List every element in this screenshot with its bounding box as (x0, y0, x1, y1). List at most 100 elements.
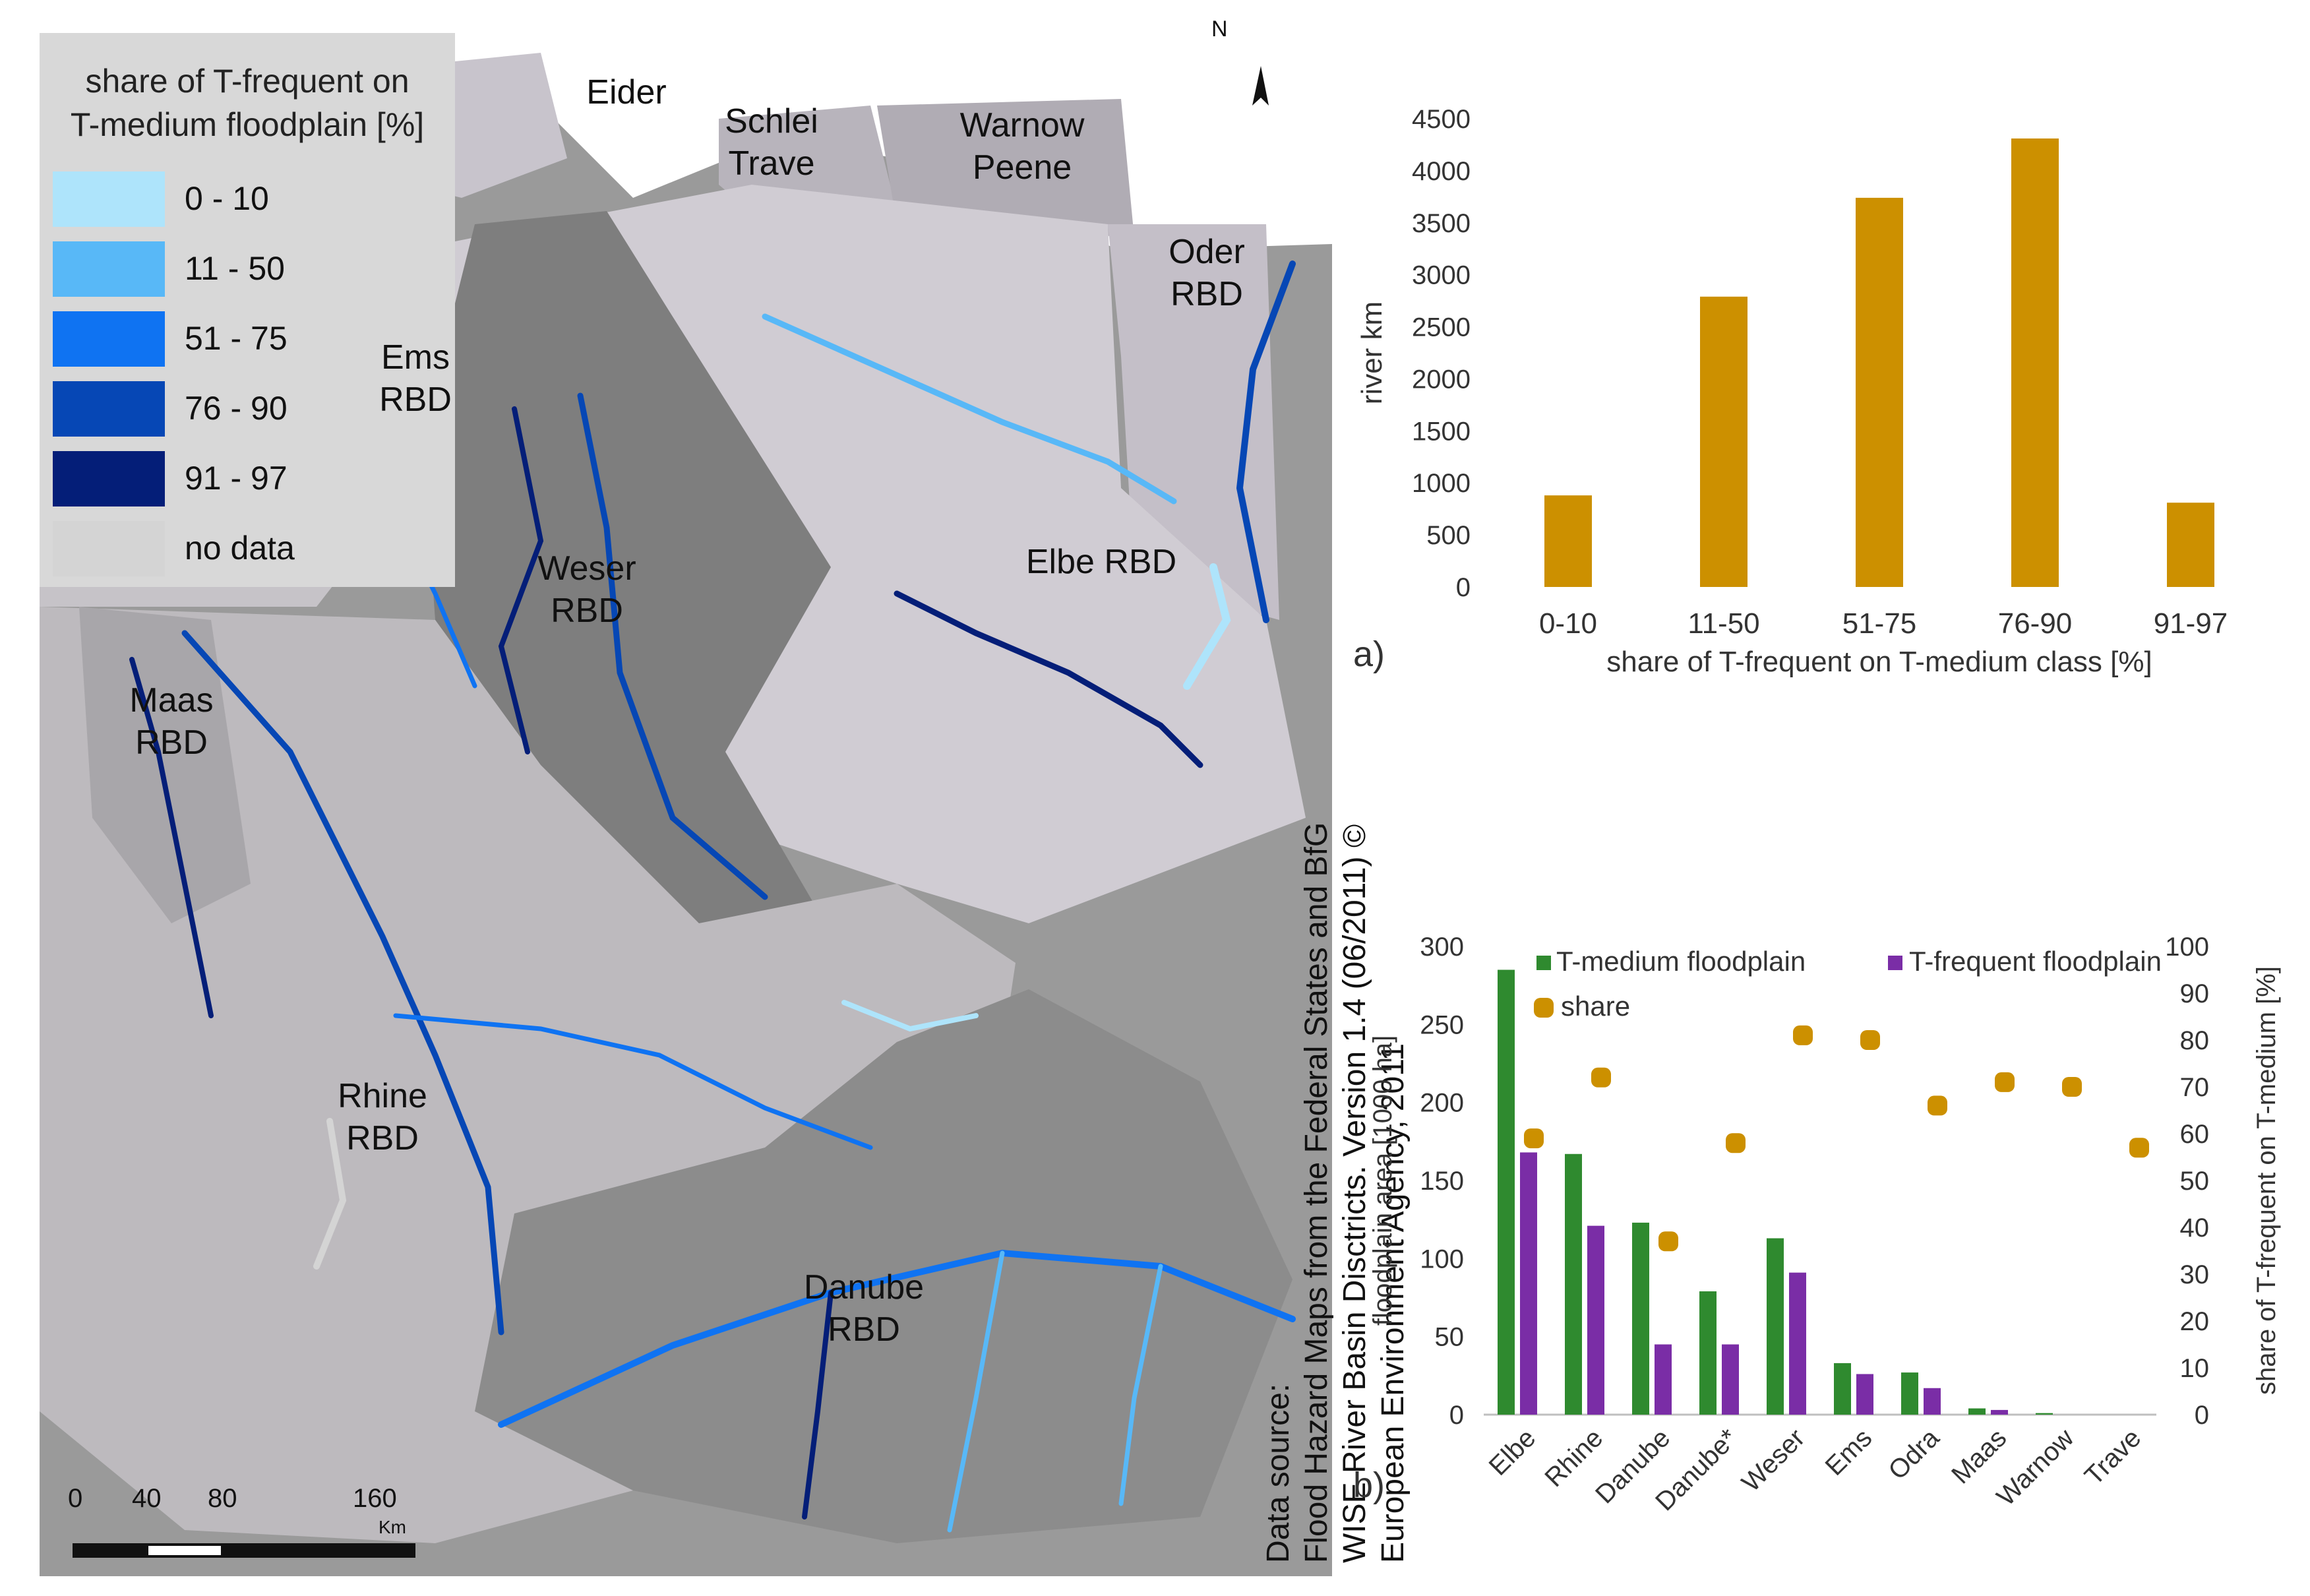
scale-bar-segment (148, 1546, 221, 1555)
river-isar (947, 1250, 1005, 1533)
y-tick-label: 150 (1420, 1167, 1464, 1196)
bar-t-frequent (1587, 1225, 1604, 1415)
bar-t-medium (1565, 1153, 1582, 1415)
region-label: Danube RBD (765, 1266, 963, 1351)
region-label: Eider (528, 71, 725, 113)
y2-tick-label: 100 (2165, 933, 2209, 962)
region-label-line1: Danube (803, 1268, 925, 1306)
bar-t-medium (1901, 1372, 1918, 1415)
legend-swatch (53, 241, 165, 297)
region-label-line1: Warnow (959, 106, 1085, 144)
y-tick-label: 500 (1426, 521, 1471, 550)
region-label-line2: RBD (346, 1119, 419, 1157)
north-arrow-icon (1252, 66, 1269, 106)
scale-bar (73, 1543, 415, 1558)
y2-tick-label: 20 (2180, 1307, 2210, 1336)
legend-title-line1: share of T-frequent on (85, 63, 410, 100)
region-label-line2: RBD (379, 381, 452, 419)
share-marker (1591, 1067, 1611, 1088)
region-label: Oder RBD (1108, 231, 1306, 315)
scale-bar-base (73, 1543, 415, 1558)
legend-label: 11 - 50 (185, 250, 285, 287)
legend-swatch (53, 521, 165, 576)
bar (2011, 138, 2059, 587)
source-line-2: Flood Hazard Maps from the Federal State… (1299, 822, 1334, 1563)
share-marker (1860, 1030, 1880, 1050)
region-label-line2: Trave (728, 144, 815, 183)
legend-swatch (53, 171, 165, 227)
y-tick-label: 0 (1456, 573, 1471, 602)
north-arrow (1252, 66, 1269, 106)
y2-tick-label: 50 (2180, 1167, 2210, 1196)
region-label-line1: Ems (381, 338, 450, 377)
legend-item: 11 - 50 (53, 241, 356, 301)
share-marker (1928, 1095, 1947, 1116)
bar-t-medium (1632, 1222, 1649, 1415)
legend-item: 76 - 90 (53, 381, 356, 441)
river-maas (129, 657, 214, 1018)
warnow-peene-region (877, 99, 1134, 237)
legend-swatch-share (1534, 998, 1554, 1018)
legend-label: 51 - 75 (185, 320, 288, 357)
region-label: Rhine RBD (284, 1075, 481, 1159)
bar-t-frequent (1789, 1272, 1806, 1415)
y-tick-label: 50 (1435, 1323, 1465, 1352)
y-tick-label: 2500 (1412, 313, 1471, 342)
y-tick-label: 100 (1420, 1244, 1464, 1274)
y2-tick-label: 60 (2180, 1120, 2210, 1149)
x-tick-label: 0-10 (1539, 607, 1597, 640)
y2-tick-label: 30 (2180, 1260, 2210, 1289)
y2-axis-title: share of T-frequent on T-medium [%] (2252, 966, 2281, 1395)
map-panel: share of T-frequent on T-medium floodpla… (40, 26, 1332, 1576)
legend-label: 0 - 10 (185, 180, 269, 217)
river-elbe-spree (1183, 563, 1231, 690)
bar-t-frequent (1991, 1409, 2008, 1415)
region-label-line2: RBD (828, 1310, 900, 1349)
region-label-line1: Maas (129, 681, 214, 720)
legend-swatch (53, 311, 165, 367)
x-tick-label: 76-90 (1998, 607, 2073, 640)
river-no-data-1 (313, 1118, 347, 1270)
legend-swatch (53, 381, 165, 437)
bar-t-medium (1834, 1363, 1851, 1415)
river-oder (1236, 261, 1296, 623)
x-axis-title: share of T-frequent on T-medium class [%… (1606, 646, 2152, 678)
share-marker (2062, 1077, 2082, 1097)
river-rhine (181, 630, 504, 1335)
y-tick-label: 250 (1420, 1010, 1464, 1039)
source-line-1: Data source: (1261, 1383, 1296, 1563)
x-tick-label: 91-97 (2154, 607, 2228, 640)
y-tick-label: 3500 (1412, 209, 1471, 238)
legend-label: no data (185, 530, 295, 567)
region-label: Warnow Peene (923, 104, 1121, 189)
bar (2167, 503, 2214, 587)
share-marker (1793, 1025, 1813, 1045)
panel-label-a: a) (1353, 634, 1385, 674)
legend-label-t-frequent: T-frequent floodplain (1909, 946, 2162, 977)
y2-tick-label: 40 (2180, 1213, 2210, 1243)
bar-t-frequent (1924, 1388, 1941, 1415)
y-tick-label: 200 (1420, 1089, 1464, 1118)
river-danube (498, 1249, 1296, 1428)
bar (1700, 296, 1748, 587)
scale-tick-40: 40 (132, 1484, 162, 1513)
chart-a-panel: 0 500 1000 1500 2000 2500 3000 3500 4000 4500 0-10… (1345, 86, 2310, 699)
legend-label: 76 - 90 (185, 390, 288, 427)
region-label-line2: RBD (551, 592, 623, 630)
river-weser-tributary (498, 406, 544, 754)
chart-b-svg: 0 50 100 150 200 250 300 0 10 20 30 40 50 60 70 80 90 100… (1353, 933, 2281, 1516)
region-label: Maas RBD (73, 679, 270, 764)
share-marker (1995, 1072, 2015, 1092)
share-marker (1658, 1231, 1678, 1252)
scale-unit: Km (379, 1517, 406, 1537)
chart-a-svg: 0 500 1000 1500 2000 2500 3000 3500 4000 4500 0-10… (1353, 105, 2228, 678)
y2-tick-label: 0 (2195, 1401, 2209, 1430)
legend-item: 91 - 97 (53, 451, 356, 510)
scale-tick-80: 80 (208, 1484, 237, 1513)
bar-t-medium (1767, 1238, 1784, 1415)
y2-tick-label: 90 (2180, 979, 2210, 1008)
map-legend: share of T-frequent on T-medium floodpla… (40, 33, 455, 587)
river-lech (802, 1290, 834, 1519)
region-label: Ems RBD (317, 336, 514, 421)
scale-tick-160: 160 (353, 1484, 397, 1513)
